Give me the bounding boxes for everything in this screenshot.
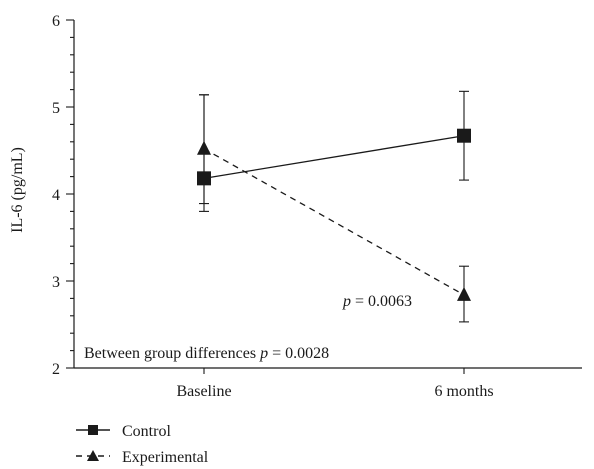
marker-experimental [457, 286, 471, 301]
x-tick-label: 6 months [434, 383, 493, 400]
legend-control-marker [88, 425, 98, 435]
axes [73, 20, 582, 369]
legend-experimental-label: Experimental [122, 449, 209, 466]
series-line-control [203, 135, 465, 179]
y-tick-label: 5 [52, 100, 60, 117]
between-group-text: Between group differences [84, 345, 260, 362]
y-tick-label: 4 [52, 187, 60, 204]
legend-experimental-marker [87, 450, 99, 461]
between-p-letter: p [259, 345, 268, 362]
legend-control-label: Control [122, 423, 171, 440]
point-p-value: = 0.0063 [351, 293, 412, 310]
series-control [197, 90, 471, 212]
x-axis-ticks: Baseline 6 months [176, 368, 494, 400]
point-p-annotation: p = 0.0063 [342, 293, 412, 310]
point-p-letter: p [342, 293, 351, 310]
legend: Control Experimental [76, 423, 209, 466]
y-tick-label: 2 [52, 361, 60, 378]
y-axis-title: IL-6 (pg/mL) [9, 147, 26, 233]
legend-item-experimental: Experimental [76, 449, 209, 466]
marker-control [457, 128, 471, 143]
legend-item-control: Control [76, 423, 171, 440]
marker-experimental [197, 140, 211, 155]
y-tick-label: 3 [52, 274, 60, 291]
series-layer [197, 90, 471, 323]
series-experimental [197, 94, 471, 323]
y-axis-ticks: 2 3 4 5 6 [52, 13, 74, 378]
x-tick-label: Baseline [176, 383, 231, 400]
y-tick-label: 6 [52, 13, 60, 30]
between-group-annotation: Between group differences p = 0.0028 [84, 345, 329, 362]
series-line-experimental [203, 148, 465, 296]
between-p-value: = 0.0028 [268, 345, 329, 362]
